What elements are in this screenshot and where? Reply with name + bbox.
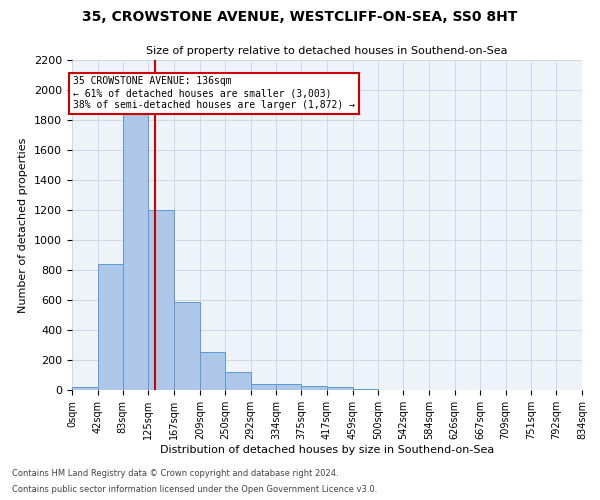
Bar [301,386,327,390]
Bar [276,384,301,390]
Text: Contains HM Land Registry data © Crown copyright and database right 2024.: Contains HM Land Registry data © Crown c… [12,468,338,477]
Y-axis label: Number of detached properties: Number of detached properties [19,138,28,312]
Text: 35 CROWSTONE AVENUE: 136sqm
← 61% of detached houses are smaller (3,003)
38% of : 35 CROWSTONE AVENUE: 136sqm ← 61% of det… [73,76,355,110]
X-axis label: Distribution of detached houses by size in Southend-on-Sea: Distribution of detached houses by size … [160,444,494,454]
Bar [251,384,276,390]
Bar [123,114,148,390]
Bar [174,302,200,390]
Title: Size of property relative to detached houses in Southend-on-Sea: Size of property relative to detached ho… [146,46,508,56]
Bar [225,372,251,390]
Bar [200,352,225,390]
Bar [148,210,174,390]
Bar [353,388,378,390]
Bar [327,387,353,390]
Bar [98,264,123,390]
Text: Contains public sector information licensed under the Open Government Licence v3: Contains public sector information licen… [12,485,377,494]
Bar [72,387,98,390]
Text: 35, CROWSTONE AVENUE, WESTCLIFF-ON-SEA, SS0 8HT: 35, CROWSTONE AVENUE, WESTCLIFF-ON-SEA, … [82,10,518,24]
